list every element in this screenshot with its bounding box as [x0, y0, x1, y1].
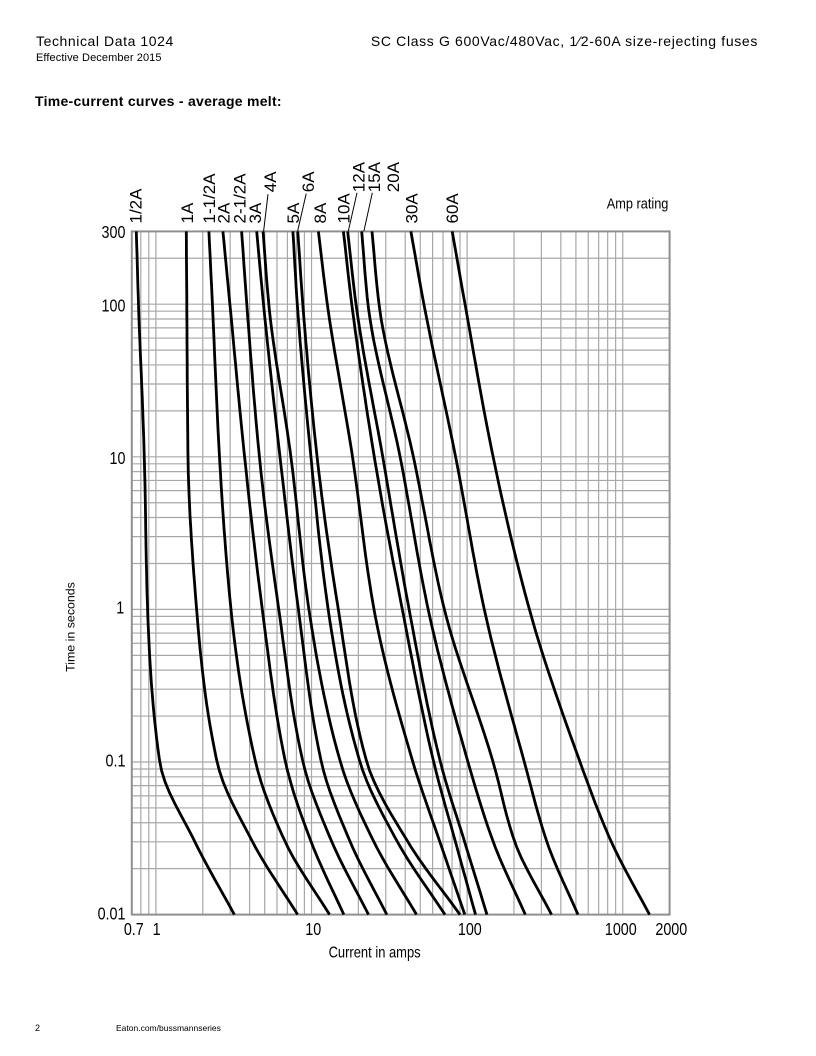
svg-text:6A: 6A — [299, 171, 318, 192]
svg-text:0.1: 0.1 — [106, 752, 126, 771]
svg-text:1-1/2A: 1-1/2A — [200, 173, 219, 224]
svg-text:0.01: 0.01 — [98, 905, 126, 924]
svg-text:100: 100 — [458, 921, 482, 940]
svg-text:1: 1 — [153, 921, 161, 940]
svg-text:3A: 3A — [246, 202, 265, 223]
svg-text:20A: 20A — [384, 161, 403, 192]
svg-text:0.7: 0.7 — [124, 921, 144, 940]
svg-text:1/2A: 1/2A — [127, 188, 146, 224]
svg-text:8A: 8A — [311, 202, 330, 223]
svg-text:Amp rating: Amp rating — [607, 194, 669, 211]
svg-text:Current in amps: Current in amps — [329, 944, 421, 961]
svg-text:4A: 4A — [261, 171, 280, 192]
svg-text:10: 10 — [305, 921, 321, 940]
svg-text:1000: 1000 — [605, 921, 637, 940]
svg-text:10: 10 — [110, 450, 126, 469]
svg-text:12A: 12A — [350, 161, 369, 192]
svg-text:2000: 2000 — [655, 921, 687, 940]
svg-text:15A: 15A — [365, 161, 384, 192]
svg-text:60A: 60A — [443, 193, 462, 224]
svg-text:2A: 2A — [214, 202, 233, 223]
svg-text:1: 1 — [116, 599, 124, 618]
svg-text:100: 100 — [102, 297, 126, 316]
svg-text:10A: 10A — [335, 193, 354, 224]
svg-text:30A: 30A — [403, 193, 422, 224]
svg-text:Time in seconds: Time in seconds — [63, 582, 77, 672]
svg-text:300: 300 — [102, 224, 126, 243]
svg-text:1A: 1A — [178, 202, 197, 223]
svg-text:5A: 5A — [284, 202, 303, 223]
svg-text:2-1/2A: 2-1/2A — [230, 173, 249, 224]
